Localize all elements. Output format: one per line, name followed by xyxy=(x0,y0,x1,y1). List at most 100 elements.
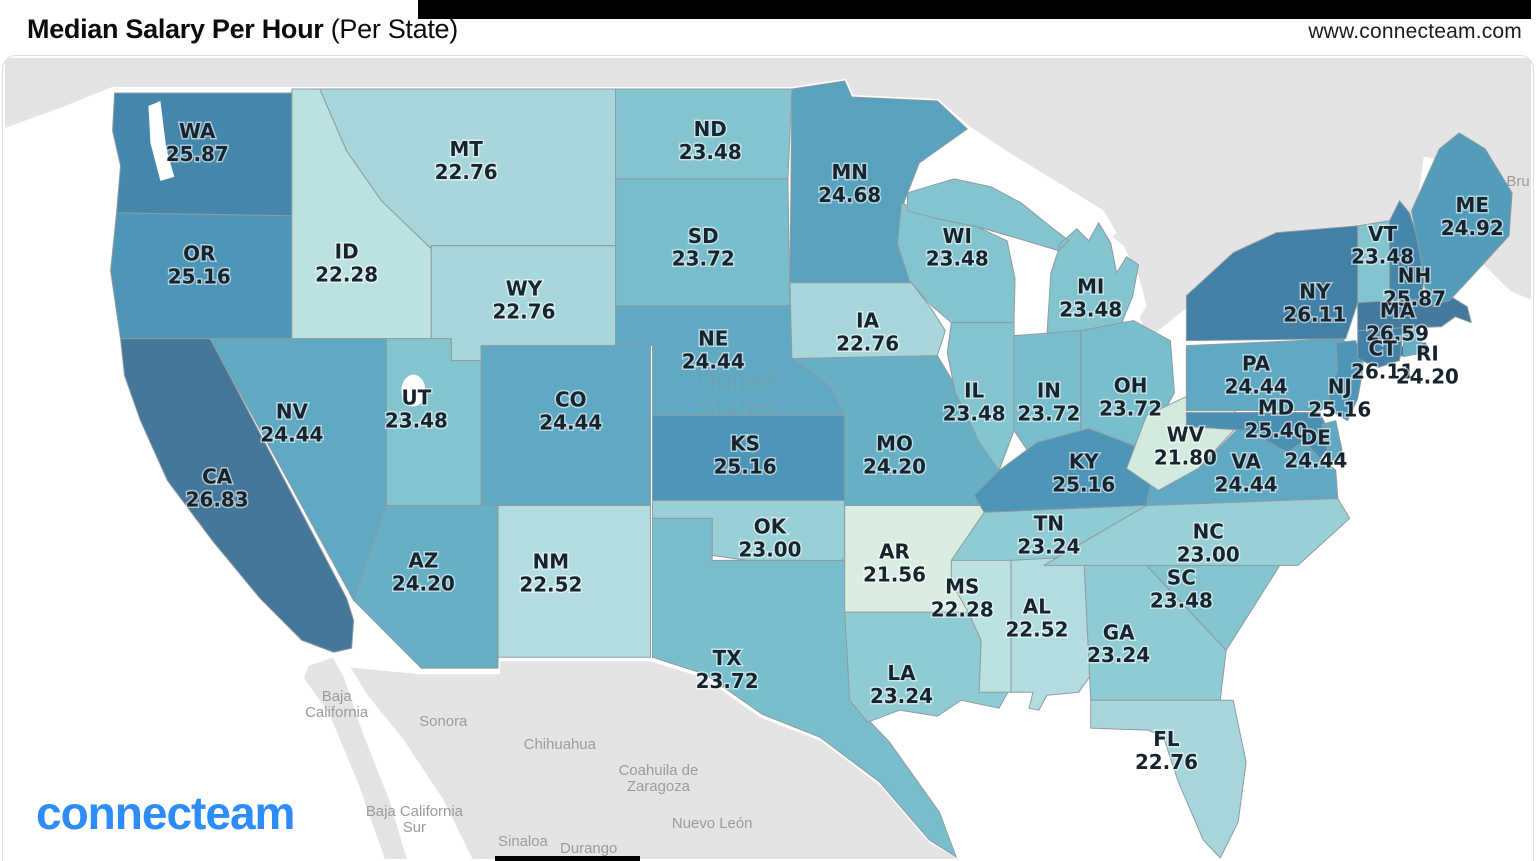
state-labels-layer: WA25.87OR25.16CA26.83ID22.28MT22.76WY22.… xyxy=(164,115,1505,775)
state-label-value-OR: 25.16 xyxy=(168,265,231,289)
great-salt-lake xyxy=(401,374,426,407)
state-label-value-NC: 23.00 xyxy=(1177,542,1240,566)
state-label-value-NY: 26.11 xyxy=(1283,303,1346,327)
state-label-abbr-OR: OR xyxy=(183,242,215,266)
state-label-value-NE: 24.44 xyxy=(682,350,745,374)
state-label-abbr-LA: LA xyxy=(887,661,916,685)
state-TX[interactable] xyxy=(651,517,957,858)
state-ME[interactable] xyxy=(1410,132,1513,307)
state-label-value-WV: 21.80 xyxy=(1154,445,1217,469)
mexico-region-label-7: Baja California xyxy=(366,803,464,820)
state-label-abbr-ND: ND xyxy=(694,117,727,141)
state-label-abbr-CO: CO xyxy=(555,388,587,412)
state-CT[interactable] xyxy=(1357,327,1405,369)
state-label-value-MD: 25.40 xyxy=(1245,419,1308,443)
state-label-abbr-AR: AR xyxy=(879,539,910,563)
state-label-abbr-VT: VT xyxy=(1368,222,1397,246)
state-label-value-KS: 25.16 xyxy=(714,454,777,478)
state-label-abbr-ID: ID xyxy=(335,240,359,264)
canada-partial-label: Bru xyxy=(1506,173,1529,190)
state-label-value-MO: 24.20 xyxy=(863,454,926,478)
mexico-region-label-8: Sur xyxy=(403,819,426,836)
mexico-region-label-4: Coahuila de xyxy=(619,762,699,779)
state-RI[interactable] xyxy=(1403,325,1424,358)
state-label-value-IL: 23.48 xyxy=(943,402,1006,426)
state-label-value-MT: 22.76 xyxy=(435,160,498,184)
state-label-value-ME: 24.92 xyxy=(1441,216,1504,240)
state-CA[interactable] xyxy=(120,338,355,653)
state-label-abbr-KS: KS xyxy=(730,431,760,455)
mexico-region-label-6: Nuevo León xyxy=(672,815,753,832)
state-label-abbr-CA: CA xyxy=(202,464,233,488)
state-label-value-IA: 22.76 xyxy=(836,332,899,356)
state-label-abbr-WA: WA xyxy=(179,119,216,143)
state-label-value-MI: 23.48 xyxy=(1059,298,1122,322)
state-label-abbr-MA: MA xyxy=(1380,299,1416,323)
state-label-abbr-WY: WY xyxy=(506,277,543,301)
redaction-bar-top xyxy=(418,0,1531,19)
state-NM[interactable] xyxy=(497,504,651,658)
state-label-abbr-NC: NC xyxy=(1193,519,1224,543)
brand-logo: connecteam xyxy=(36,787,295,839)
state-label-value-CA: 26.83 xyxy=(186,487,249,511)
state-DE[interactable] xyxy=(1321,420,1345,462)
state-MD[interactable] xyxy=(1185,412,1335,459)
state-label-value-FL: 22.76 xyxy=(1135,750,1198,774)
state-label-abbr-TX: TX xyxy=(713,646,742,670)
state-label-abbr-MD: MD xyxy=(1258,396,1294,420)
puget-sound xyxy=(148,100,175,181)
state-label-value-VT: 23.48 xyxy=(1351,245,1414,269)
state-label-abbr-ME: ME xyxy=(1456,193,1489,217)
state-label-value-MN: 24.68 xyxy=(818,183,881,207)
state-label-abbr-MI: MI xyxy=(1077,275,1104,299)
state-label-abbr-OH: OH xyxy=(1114,374,1148,398)
state-label-abbr-OK: OK xyxy=(754,514,788,538)
state-label-abbr-GA: GA xyxy=(1103,620,1135,644)
state-label-value-RI: 24.20 xyxy=(1396,365,1459,389)
state-label-value-ID: 22.28 xyxy=(315,263,378,287)
state-label-abbr-KY: KY xyxy=(1069,449,1099,473)
state-AZ[interactable] xyxy=(353,504,499,669)
state-label-value-AR: 21.56 xyxy=(863,562,926,586)
state-label-value-GA: 23.24 xyxy=(1087,643,1150,667)
state-label-abbr-MT: MT xyxy=(449,137,483,161)
state-label-abbr-WI: WI xyxy=(943,224,972,248)
mexico-region-label-9: Sinaloa xyxy=(498,833,548,850)
state-FL[interactable] xyxy=(1090,699,1247,859)
state-label-abbr-IA: IA xyxy=(856,309,879,333)
state-label-value-SD: 23.72 xyxy=(672,247,735,271)
state-label-value-WA: 25.87 xyxy=(166,142,229,166)
states-layer xyxy=(110,80,1513,859)
page-title-bold: Median Salary Per Hour xyxy=(27,14,324,44)
state-label-value-TX: 23.72 xyxy=(696,669,759,693)
state-label-value-LA: 23.24 xyxy=(870,684,933,708)
state-label-abbr-NH: NH xyxy=(1398,264,1431,288)
page-title-light: (Per State) xyxy=(323,14,459,44)
state-label-abbr-IL: IL xyxy=(964,379,984,403)
state-label-abbr-MO: MO xyxy=(876,431,913,455)
state-label-value-OH: 23.72 xyxy=(1099,397,1162,421)
state-label-value-IN: 23.72 xyxy=(1017,402,1080,426)
state-label-abbr-NY: NY xyxy=(1299,280,1331,304)
state-label-abbr-IN: IN xyxy=(1037,379,1061,403)
state-label-abbr-MN: MN xyxy=(831,160,867,184)
state-label-value-NH: 25.87 xyxy=(1383,287,1446,311)
state-label-abbr-MS: MS xyxy=(945,574,979,598)
mexico-region-label-0: Baja xyxy=(322,688,353,705)
state-label-value-NV: 24.44 xyxy=(260,422,323,446)
mexico-region-label-10: Durango xyxy=(560,840,617,857)
state-label-abbr-FL: FL xyxy=(1153,727,1180,751)
state-label-value-WY: 22.76 xyxy=(492,300,555,324)
state-label-abbr-AL: AL xyxy=(1023,594,1051,618)
state-label-abbr-SC: SC xyxy=(1167,565,1196,589)
mexico-region-label-3: Chihuahua xyxy=(524,736,597,753)
state-label-abbr-NJ: NJ xyxy=(1328,375,1352,399)
state-label-value-NM: 22.52 xyxy=(519,572,582,596)
lake-superior xyxy=(901,132,1117,241)
map-card: United States Bru Baja California Sonora Ch… xyxy=(2,55,1534,861)
state-label-value-CO: 24.44 xyxy=(539,411,602,435)
state-MI[interactable] xyxy=(906,178,1140,337)
country-watermark-line2: States xyxy=(697,395,776,423)
